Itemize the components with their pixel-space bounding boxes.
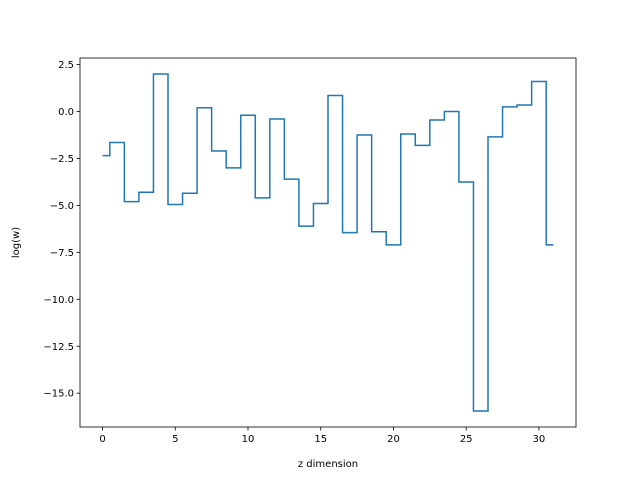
x-tick-label: 0 [99,434,105,445]
y-tick-label: −2.5 [50,154,74,165]
y-tick-label: −15.0 [43,389,74,400]
x-tick-label: 5 [172,434,178,445]
y-tick-label: −10.0 [43,295,74,306]
x-axis-ticks: 0 5 10 15 20 25 30 [99,427,545,445]
series-step-line [102,73,554,412]
y-axis-label: log(w) [11,227,22,258]
x-tick-label: 15 [314,434,327,445]
y-tick-label: 0.0 [58,107,74,118]
y-axis-ticks: 2.5 0.0 −2.5 −5.0 −7.5 −10.0 −12.5 −15.0 [43,60,80,400]
y-tick-label: −5.0 [50,201,74,212]
x-tick-label: 30 [533,434,546,445]
axes-frame [79,57,577,428]
x-tick-label: 25 [460,434,473,445]
y-tick-label: 2.5 [58,60,74,71]
x-tick-label: 20 [387,434,400,445]
y-tick-label: −12.5 [43,342,74,353]
plot-area [102,73,554,412]
x-tick-label: 10 [242,434,255,445]
x-axis-label: z dimension [298,459,358,470]
y-tick-label: −7.5 [50,248,74,259]
